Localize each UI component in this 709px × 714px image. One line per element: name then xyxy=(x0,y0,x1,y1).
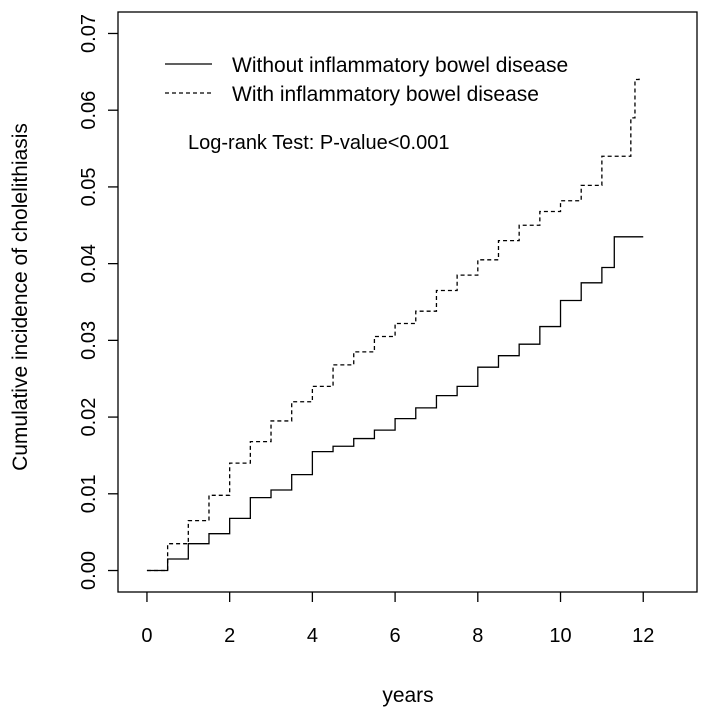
x-axis-title: years xyxy=(382,684,433,707)
y-tick-label: 0.03 xyxy=(78,321,100,360)
x-tick-label: 10 xyxy=(549,625,571,647)
legend-label-without-ibd: Without inflammatory bowel disease xyxy=(232,54,568,77)
plot-box xyxy=(117,11,698,593)
x-axis: 0 2 4 6 8 10 12 xyxy=(141,592,654,647)
y-axis-title: Cumulative incidence of cholelithiasis xyxy=(9,123,32,471)
x-tick-label: 8 xyxy=(472,625,483,647)
y-axis: 0.00 0.01 0.02 0.03 0.04 0.05 0.06 0.07 xyxy=(78,14,118,590)
x-tick-label: 0 xyxy=(141,625,152,647)
y-tick-label: 0.04 xyxy=(78,244,100,283)
series-layer xyxy=(146,75,644,572)
series-line-without-ibd xyxy=(146,236,644,572)
y-tick-label: 0.07 xyxy=(78,14,100,53)
y-tick-label: 0.01 xyxy=(78,474,100,513)
x-tick-label: 2 xyxy=(224,625,235,647)
x-tick-label: 6 xyxy=(390,625,401,647)
series-line-with-ibd xyxy=(146,75,640,572)
y-tick-label: 0.00 xyxy=(78,551,100,590)
y-tick-label: 0.06 xyxy=(78,91,100,130)
log-rank-annotation: Log-rank Test: P-value<0.001 xyxy=(188,132,449,154)
y-tick-label: 0.05 xyxy=(78,167,100,206)
legend-label-with-ibd: With inflammatory bowel disease xyxy=(232,83,539,106)
x-tick-label: 12 xyxy=(632,625,654,647)
y-tick-label: 0.02 xyxy=(78,398,100,437)
legend: Without inflammatory bowel disease With … xyxy=(165,54,568,106)
x-tick-label: 4 xyxy=(307,625,318,647)
